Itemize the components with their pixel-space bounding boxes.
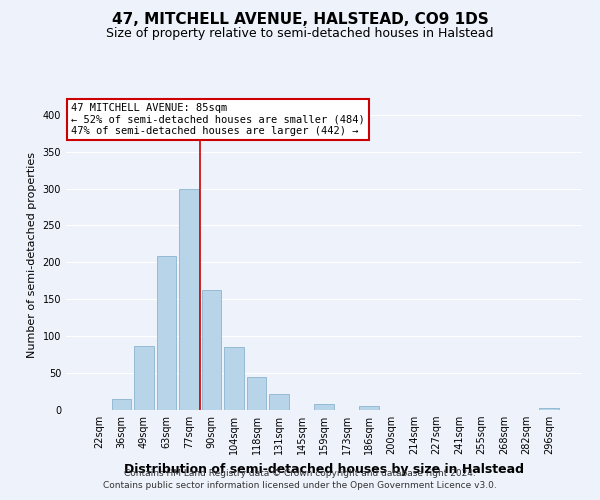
Bar bbox=[202, 290, 221, 410]
Bar bbox=[247, 377, 266, 410]
Y-axis label: Number of semi-detached properties: Number of semi-detached properties bbox=[27, 152, 37, 358]
Bar bbox=[359, 406, 379, 410]
Bar bbox=[157, 256, 176, 410]
Text: Contains public sector information licensed under the Open Government Licence v3: Contains public sector information licen… bbox=[103, 481, 497, 490]
Bar bbox=[134, 346, 154, 410]
Bar bbox=[539, 408, 559, 410]
Bar bbox=[269, 394, 289, 410]
Text: Size of property relative to semi-detached houses in Halstead: Size of property relative to semi-detach… bbox=[106, 28, 494, 40]
Text: 47, MITCHELL AVENUE, HALSTEAD, CO9 1DS: 47, MITCHELL AVENUE, HALSTEAD, CO9 1DS bbox=[112, 12, 488, 28]
Bar bbox=[179, 190, 199, 410]
Text: Contains HM Land Registry data © Crown copyright and database right 2024.: Contains HM Land Registry data © Crown c… bbox=[124, 468, 476, 477]
Bar bbox=[112, 399, 131, 410]
X-axis label: Distribution of semi-detached houses by size in Halstead: Distribution of semi-detached houses by … bbox=[124, 462, 524, 475]
Bar bbox=[314, 404, 334, 410]
Text: 47 MITCHELL AVENUE: 85sqm
← 52% of semi-detached houses are smaller (484)
47% of: 47 MITCHELL AVENUE: 85sqm ← 52% of semi-… bbox=[71, 103, 365, 136]
Bar bbox=[224, 348, 244, 410]
